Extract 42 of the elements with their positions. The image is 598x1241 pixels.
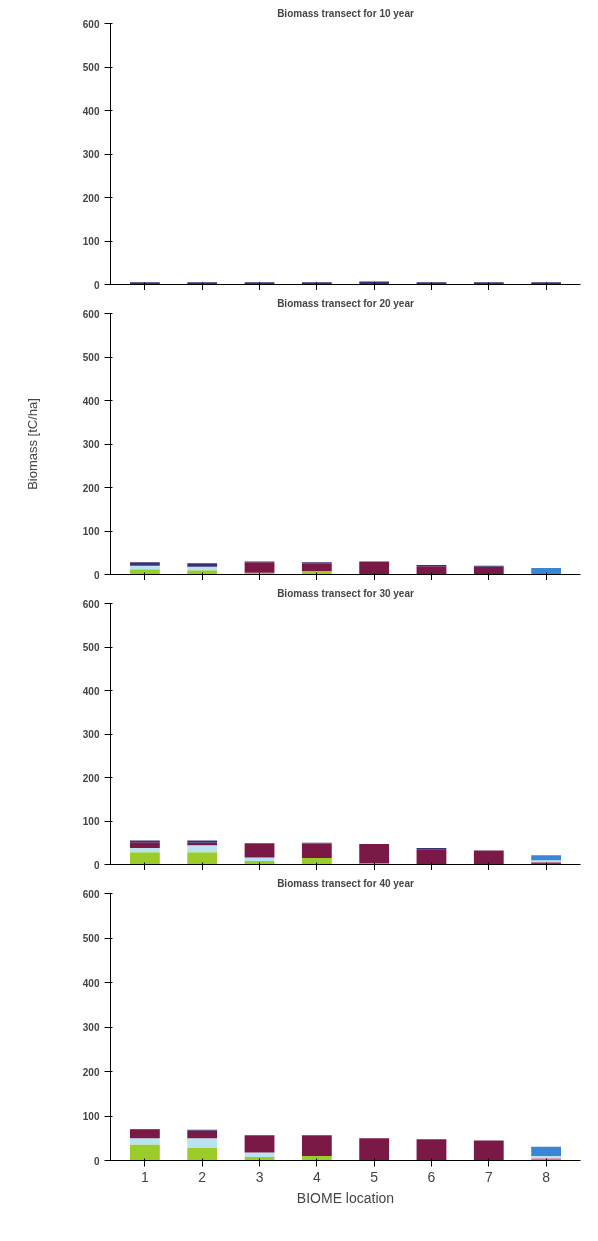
x-tick-label: 8	[542, 1168, 551, 1185]
x-tick-label: 6	[427, 1168, 436, 1185]
chart-title: Biomass transect for 30 year	[277, 587, 414, 599]
y-axis-title: Biomass [tC/ha]	[24, 398, 40, 490]
y-tick-label: 300	[82, 149, 100, 160]
y-tick-label: 100	[82, 526, 100, 537]
y-tick-label: 600	[82, 308, 100, 320]
y-tick-label: 500	[82, 62, 100, 73]
y-tick-label: 0	[93, 569, 100, 581]
y-tick-label: 600	[82, 888, 100, 900]
x-tick-label: 4	[312, 1168, 321, 1185]
y-tick-label: 300	[82, 729, 100, 740]
y-tick-label: 500	[82, 642, 100, 653]
chart-title: Biomass transect for 20 year	[277, 297, 414, 309]
y-tick-label: 600	[82, 598, 100, 610]
y-tick-label: 100	[82, 1111, 100, 1122]
x-tick-label: 2	[198, 1168, 207, 1185]
x-tick-label: 7	[484, 1168, 493, 1185]
y-tick-label: 200	[82, 1066, 100, 1078]
y-tick-label: 600	[82, 18, 100, 30]
y-tick-label: 200	[82, 772, 100, 784]
y-tick-label: 300	[82, 439, 100, 450]
x-tick-label: 1	[141, 1168, 149, 1185]
x-tick-label: 5	[370, 1168, 379, 1185]
y-tick-label: 500	[82, 933, 100, 944]
y-tick-label: 100	[82, 236, 100, 247]
y-tick-label: 0	[93, 1155, 100, 1167]
x-axis-title: BIOME location	[296, 1189, 395, 1206]
y-tick-label: 400	[82, 977, 100, 989]
x-tick-label: 3	[255, 1168, 264, 1185]
y-tick-label: 500	[82, 352, 100, 363]
y-tick-label: 200	[82, 192, 100, 204]
y-tick-label: 200	[82, 482, 100, 494]
y-tick-label: 0	[93, 279, 100, 291]
y-tick-label: 400	[82, 395, 100, 407]
y-tick-label: 100	[82, 816, 100, 827]
y-tick-label: 400	[82, 105, 100, 117]
y-tick-label: 400	[82, 685, 100, 697]
y-tick-label: 300	[82, 1022, 100, 1033]
chart-title: Biomass transect for 10 year	[277, 7, 414, 19]
chart-title: Biomass transect for 40 year	[277, 877, 414, 889]
y-tick-label: 0	[93, 859, 100, 871]
